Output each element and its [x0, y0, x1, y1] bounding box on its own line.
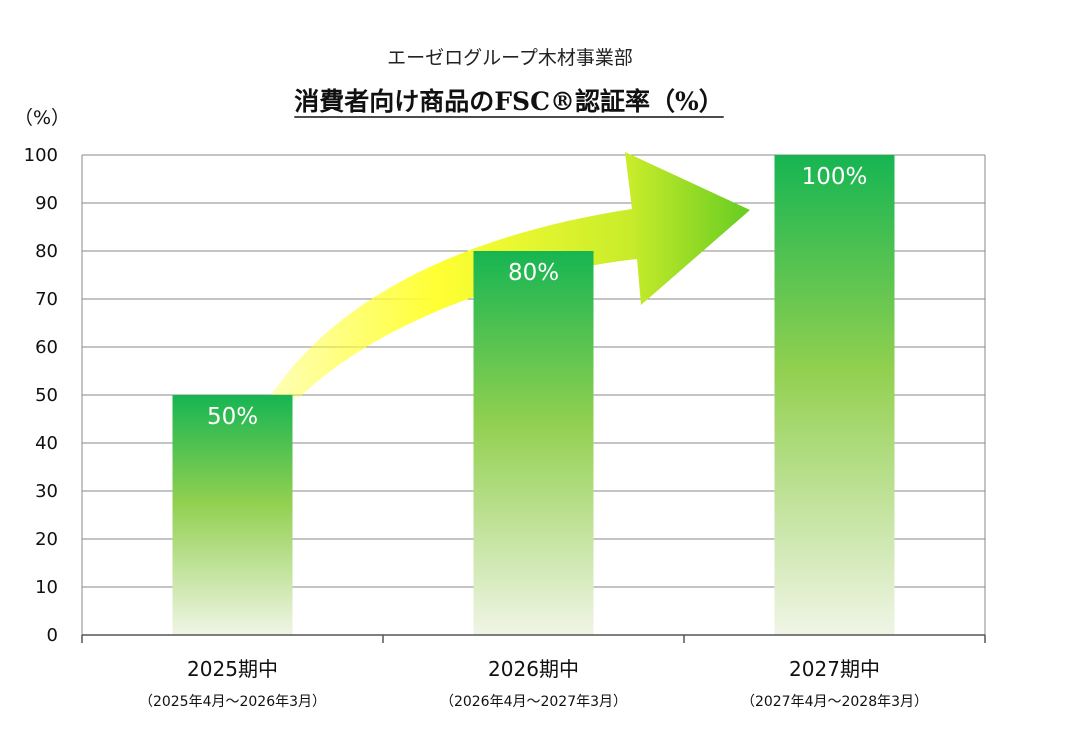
y-tick-label: 50 — [35, 385, 58, 406]
period-label: （2026年4月～2027年3月） — [440, 694, 627, 710]
period-label: （2027年4月～2028年3月） — [741, 694, 928, 710]
category-label: 2026期中 — [488, 657, 579, 681]
y-tick-label: 80 — [35, 241, 58, 262]
bar-2026期中 — [473, 251, 594, 635]
y-tick-label: 20 — [35, 529, 58, 550]
bar-2027期中 — [774, 155, 895, 635]
category-labels: 2025期中 （2025年4月～2026年3月） 2026期中 （2026年4月～20… — [139, 657, 928, 710]
data-label: 80% — [508, 260, 559, 286]
x-axis — [81, 634, 986, 643]
category-label: 2025期中 — [187, 657, 278, 681]
chart-subtitle: エーゼログループ木材事業部 — [387, 47, 633, 69]
data-labels: 50% 80% 100% — [207, 164, 867, 430]
y-tick-label: 60 — [35, 337, 58, 358]
y-tick-label: 70 — [35, 289, 58, 310]
y-tick-label: 100 — [24, 145, 58, 166]
category-label: 2027期中 — [789, 657, 880, 681]
y-tick-label: 10 — [35, 577, 58, 598]
data-label: 100% — [802, 164, 868, 190]
y-tick-label: 90 — [35, 193, 58, 214]
y-axis-unit: （%） — [14, 107, 70, 129]
y-tick-label: 40 — [35, 433, 58, 454]
chart-title: 消費者向け商品のFSC®認証率（%） — [294, 87, 723, 116]
period-label: （2025年4月～2026年3月） — [139, 694, 326, 710]
bars — [172, 155, 895, 635]
bar-2025期中 — [172, 395, 293, 635]
y-tick-label: 0 — [47, 625, 58, 646]
y-tick-labels: 0 10 20 30 40 50 60 70 80 90 100 — [24, 145, 58, 646]
data-label: 50% — [207, 404, 258, 430]
y-tick-label: 30 — [35, 481, 58, 502]
